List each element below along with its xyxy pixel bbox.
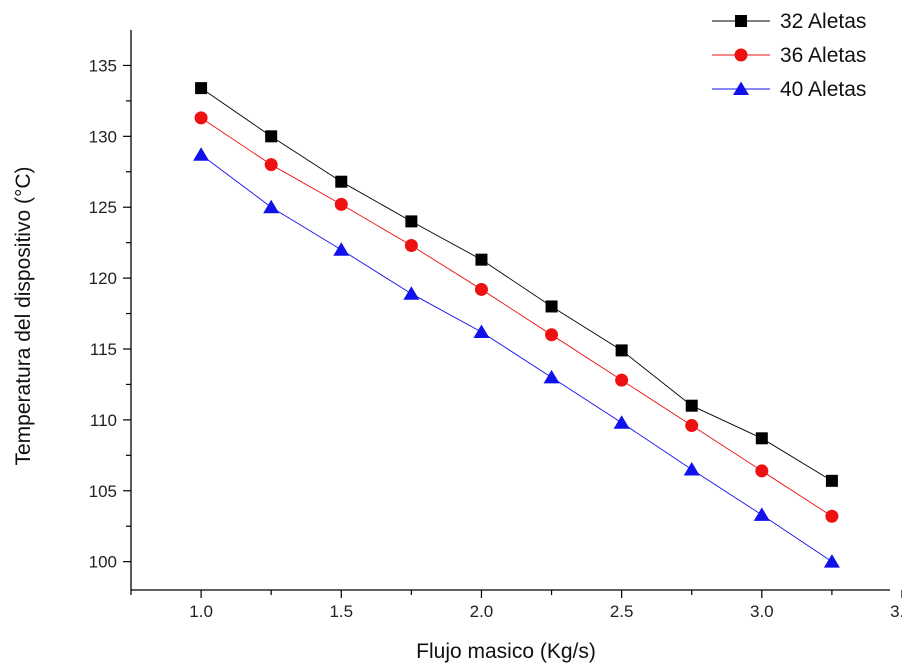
- data-point: [615, 373, 629, 387]
- data-point: [264, 158, 278, 172]
- x-tick-label: 1.0: [189, 602, 213, 621]
- legend-label: 40 Aletas: [780, 78, 866, 101]
- axes: 1.0 1.5 2.0 2.5 3.0 3.5 100 105 110 115 120 125 130 1…: [89, 30, 902, 621]
- y-tick-label: 110: [90, 411, 117, 430]
- data-point: [825, 474, 838, 487]
- data-point: [685, 419, 699, 433]
- data-point: [755, 432, 768, 445]
- data-point: [335, 175, 348, 188]
- x-tick-label: 3.0: [750, 602, 774, 621]
- data-point: [403, 286, 420, 300]
- data-point: [613, 415, 630, 429]
- data-point: [334, 197, 348, 211]
- data-point: [545, 328, 559, 342]
- data-point: [404, 238, 418, 252]
- x-tick-label: 2.5: [610, 602, 634, 621]
- data-point: [683, 461, 700, 476]
- y-tick-label: 115: [90, 340, 117, 359]
- data-point: [265, 130, 278, 143]
- x-tick-label: 1.5: [329, 602, 353, 621]
- data-point: [545, 300, 558, 313]
- data-point: [194, 111, 208, 125]
- x-tick-label: 2.0: [470, 602, 494, 621]
- x-tick-label: 3.5: [890, 602, 902, 621]
- y-tick-label: 120: [89, 269, 117, 288]
- series-line: [200, 87, 833, 482]
- series-layer: [193, 82, 840, 568]
- y-tick-label: 135: [89, 56, 117, 75]
- legend-label: 32 Aletas: [780, 10, 866, 33]
- y-axis-label: Temperatura del dispositivo (°C): [12, 166, 35, 465]
- legend-item: 36 Aletas: [712, 44, 866, 67]
- y-tick-label: 125: [89, 198, 117, 217]
- y-tick-label: 105: [89, 482, 117, 501]
- legend: 32 Aletas 36 Aletas 40 Aletas: [712, 10, 866, 101]
- legend-marker: [734, 48, 748, 62]
- data-point: [825, 509, 839, 523]
- data-point: [405, 215, 418, 228]
- series-0: [195, 82, 838, 487]
- series-1: [194, 111, 839, 523]
- legend-item: 32 Aletas: [712, 10, 866, 33]
- y-tick-label: 130: [89, 127, 117, 146]
- data-point: [823, 554, 840, 568]
- data-point: [685, 399, 698, 412]
- data-point: [193, 147, 210, 161]
- series-line: [200, 154, 833, 563]
- legend-label: 36 Aletas: [780, 44, 866, 67]
- data-point: [195, 82, 208, 95]
- y-tick-label: 100: [89, 553, 117, 572]
- legend-marker: [733, 81, 749, 95]
- data-point: [474, 282, 488, 296]
- data-point: [333, 242, 350, 256]
- series-line: [200, 117, 833, 517]
- series-2: [193, 147, 840, 568]
- data-point: [475, 253, 488, 266]
- data-point: [473, 324, 490, 338]
- legend-item: 40 Aletas: [712, 78, 866, 101]
- x-axis-label: Flujo masico (Kg/s): [416, 640, 596, 663]
- data-point: [263, 199, 280, 214]
- data-point: [753, 507, 770, 521]
- legend-marker: [735, 15, 747, 27]
- data-point: [543, 369, 560, 384]
- data-point: [755, 464, 769, 478]
- data-point: [615, 344, 628, 357]
